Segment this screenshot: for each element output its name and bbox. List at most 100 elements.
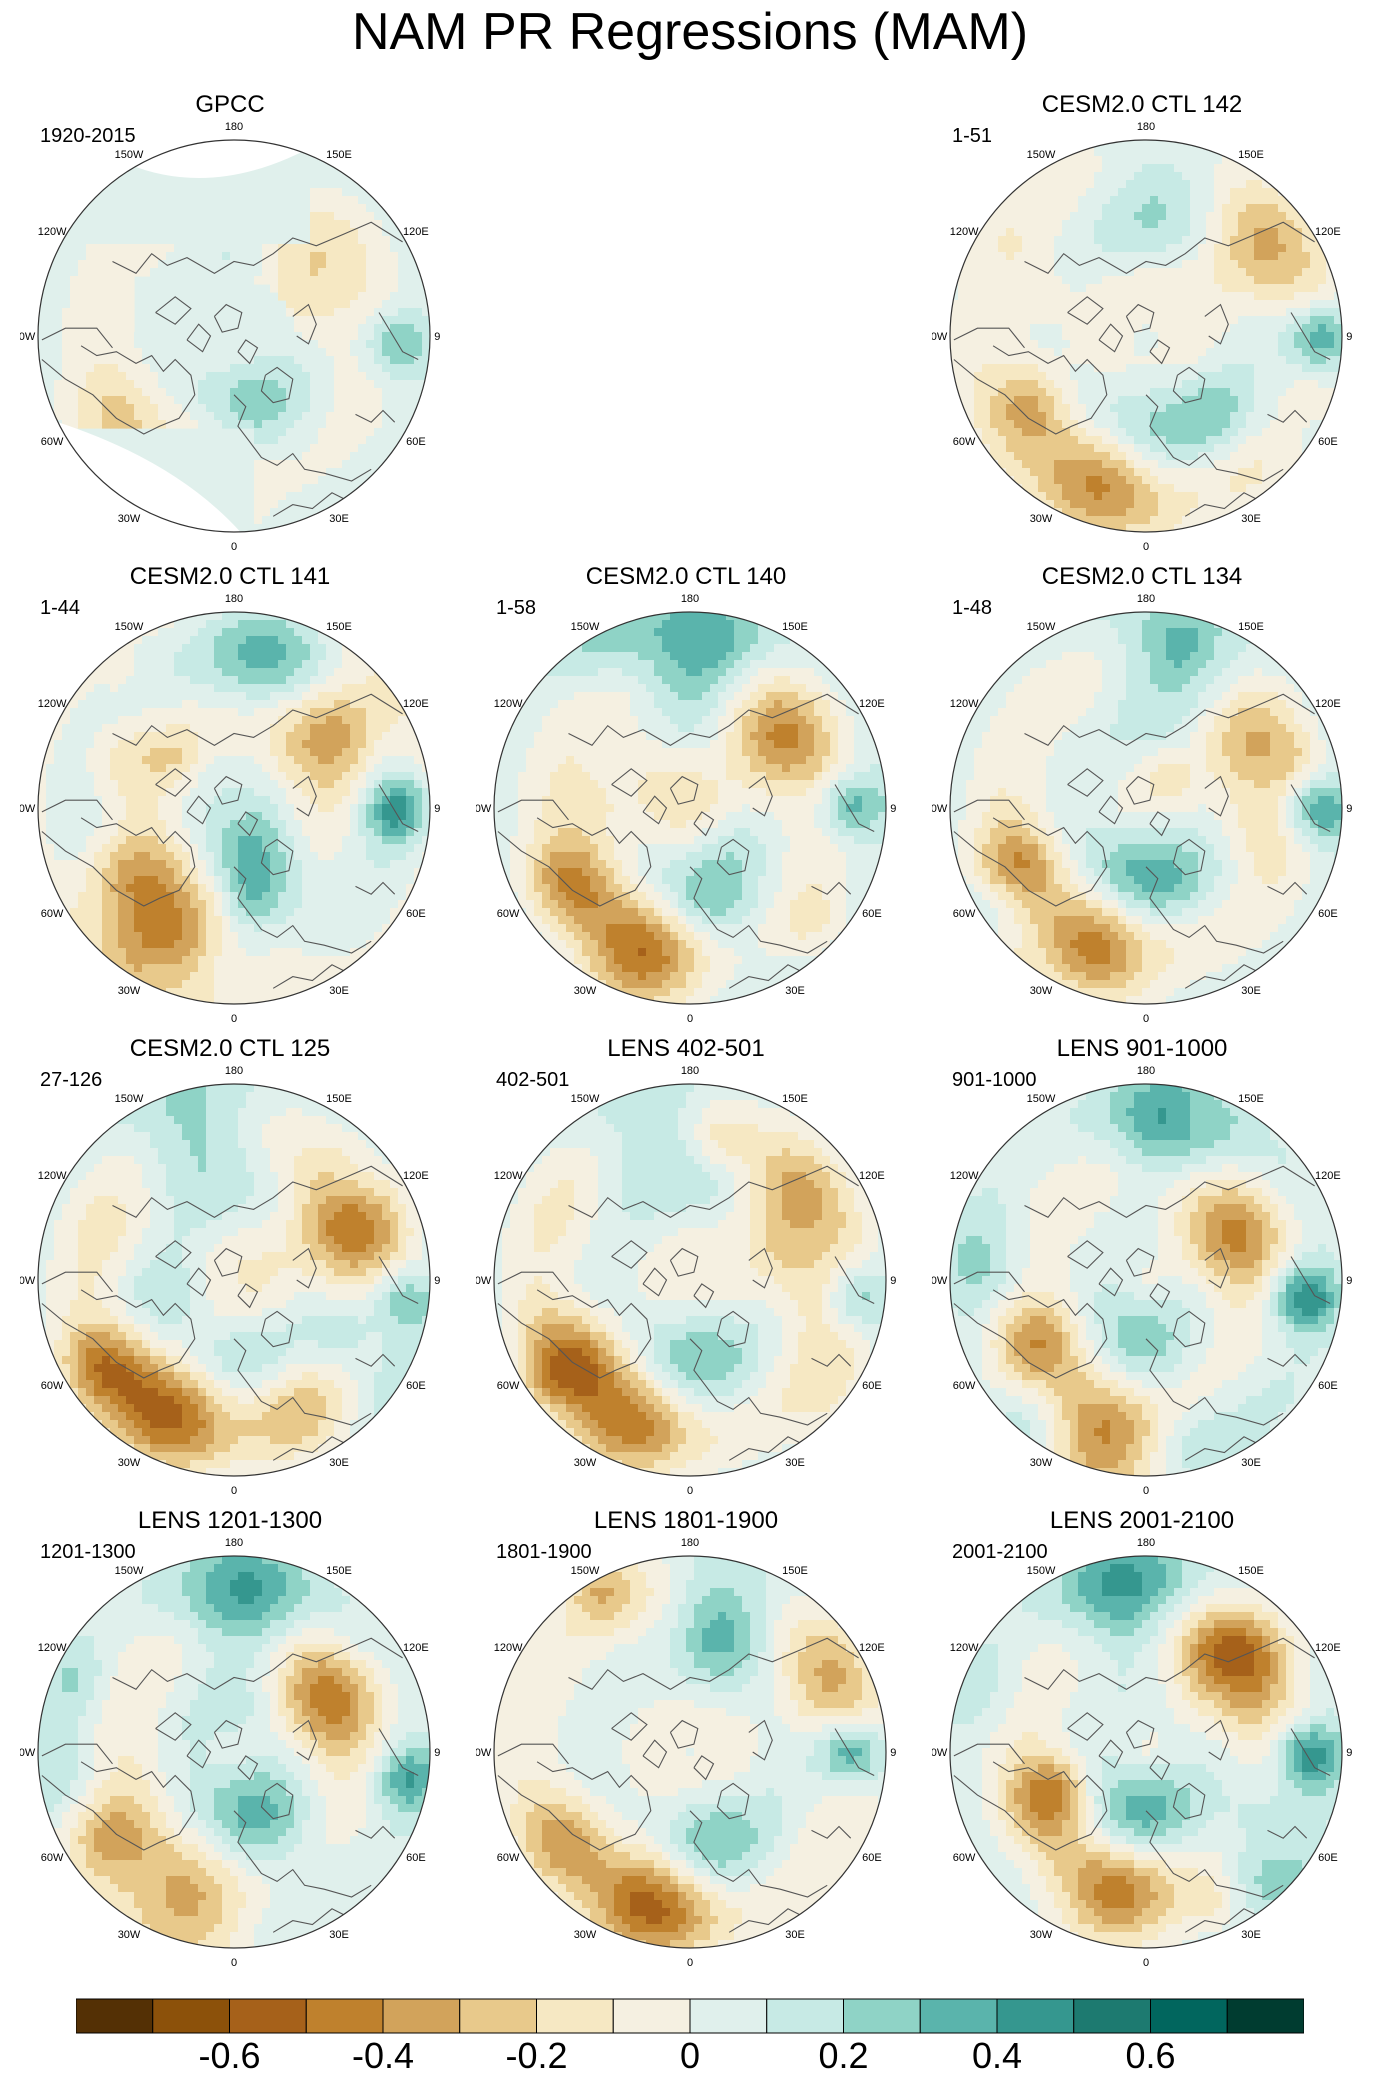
colorbar-swatch [152,1998,230,2034]
longitude-label: 30E [1241,1929,1261,1941]
longitude-label: 180 [225,1065,243,1077]
longitude-label: 150W [115,621,144,633]
longitude-label: 60E [862,908,882,920]
panel-title: GPCC [20,90,440,120]
coastline [213,1719,243,1749]
panel-period: 2001-2100 [952,1540,1048,1564]
polar-map: 180 150E 120E 90E 60E 30E 0 30W 60W 90W 120W 150W [20,593,440,1025]
panel-title: LENS 1201-1300 [20,1506,440,1536]
longitude-label: 60E [406,1852,426,1864]
panel-title: LENS 901-1000 [932,1034,1352,1064]
longitude-label: 120W [38,1170,67,1182]
polar-map: 180 150E 120E 90E 60E 30E 0 30W 60W 90W 120W 150W [932,121,1352,553]
longitude-label: 90E [1346,331,1352,343]
coastline [693,1755,715,1781]
coastline [272,1908,356,1933]
map-panel: 180 150E 120E 90E 60E 30E 0 30W 60W 90W 120W 150W LE… [932,1506,1352,1976]
coastline [834,784,875,832]
longitude-label: 0 [231,541,237,553]
panel-title: LENS 1801-1900 [476,1506,896,1536]
longitude-label: 120E [1315,698,1341,710]
map-panel: 180 150E 120E 90E 60E 30E 0 30W 60W 90W 120W 150W CE… [932,562,1352,1032]
longitude-label: 90E [890,1275,896,1287]
longitude-label: 90W [932,803,948,815]
longitude-label: 30W [1030,1929,1053,1941]
panel-title: LENS 402-501 [476,1034,896,1064]
coastline [728,1908,812,1933]
coastline [355,1825,396,1839]
polar-map: 180 150E 120E 90E 60E 30E 0 30W 60W 90W 120W 150W [20,121,440,553]
coastline [272,492,356,517]
longitude-label: 90W [476,803,492,815]
coastline [611,768,648,797]
coastline [260,1310,294,1348]
coastline [1145,1810,1284,1898]
longitude-label: 120W [494,1642,523,1654]
coastline [642,1267,668,1297]
coastline [155,1712,192,1741]
coastline [1098,795,1124,825]
coastline [112,693,403,746]
longitude-label: 60W [41,908,64,920]
coastline [689,866,828,954]
map-boundary [493,1083,887,1477]
coastline [1184,492,1268,517]
coastline [1024,1637,1315,1690]
map-panel: 180 150E 120E 90E 60E 30E 0 30W 60W 90W 120W 150W CE… [932,90,1352,560]
longitude-label: 60W [41,1380,64,1392]
coastline [811,1825,852,1839]
panel-title: CESM2.0 CTL 134 [932,562,1352,592]
coastline [1290,312,1331,360]
coastline [1149,1755,1171,1781]
coastline [1184,1908,1268,1933]
longitude-label: 90E [434,1747,440,1759]
coastline [953,1289,1108,1379]
longitude-label: 30E [1241,985,1261,997]
longitude-label: 120E [403,226,429,238]
longitude-label: 90W [932,1747,948,1759]
longitude-label: 30E [329,1457,349,1469]
longitude-label: 180 [1137,593,1155,605]
longitude-label: 180 [1137,121,1155,133]
colorbar-tick-label: -0.6 [180,2036,280,2076]
coastline [497,1761,652,1851]
map-boundary [493,1555,887,1949]
polar-map: 180 150E 120E 90E 60E 30E 0 30W 60W 90W 120W 150W [476,1065,896,1497]
longitude-label: 150W [1027,621,1056,633]
precip-field [38,1556,430,1948]
coastline [1125,1247,1155,1277]
longitude-label: 150E [1238,1093,1264,1105]
coastline [1172,1782,1206,1820]
coastline [1204,303,1229,345]
longitude-label: 90W [20,803,36,815]
coastline [378,1728,419,1776]
panel-title: CESM2.0 CTL 142 [932,90,1352,120]
polar-map: 180 150E 120E 90E 60E 30E 0 30W 60W 90W 120W 150W [932,1065,1352,1497]
polar-map: 180 150E 120E 90E 60E 30E 0 30W 60W 90W 120W 150W [476,1537,896,1969]
longitude-label: 90W [20,331,36,343]
longitude-label: 60W [497,1380,520,1392]
longitude-label: 90E [1346,1747,1352,1759]
longitude-label: 120W [38,698,67,710]
coastline [378,312,419,360]
coastline [568,1637,859,1690]
colorbar-swatch [1073,1998,1151,2034]
coastline [237,339,259,365]
coastline [1145,1338,1284,1426]
longitude-label: 30W [1030,1457,1053,1469]
coastline [186,1739,212,1769]
colorbar-swatch [229,1998,307,2034]
coastline [186,1267,212,1297]
colorbar-swatch [766,1998,844,2034]
longitude-label: 150W [571,1093,600,1105]
coastline [355,881,396,895]
coastline [1172,838,1206,876]
coastline [292,1247,317,1289]
coastline [272,964,356,989]
coastlines [953,693,1331,989]
longitude-label: 0 [1143,1957,1149,1969]
panel-period: 1920-2015 [40,124,136,148]
colorbar-tick-label: -0.2 [487,2036,587,2076]
precip-field [950,140,1342,532]
map-panel: 180 150E 120E 90E 60E 30E 0 30W 60W 90W 120W 150W CE… [20,562,440,1032]
